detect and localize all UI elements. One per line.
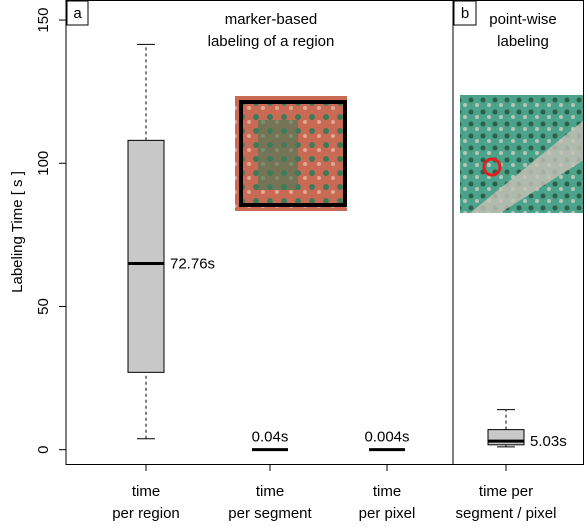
- panel-letter: b: [461, 5, 469, 22]
- box: [127, 139, 165, 373]
- thumbnail-region: [235, 96, 347, 211]
- x-tick-label: time per: [479, 483, 533, 500]
- panel-title: labeling of a region: [208, 33, 335, 50]
- y-axis-label: Labeling Time [ s ]: [9, 171, 26, 293]
- box-label: 0.004s: [364, 429, 409, 446]
- x-tick-label: time: [256, 483, 284, 500]
- box-label: 5.03s: [530, 433, 567, 450]
- panel-title: point-wise: [489, 11, 557, 28]
- panel-frame: [65, 0, 454, 465]
- x-tick-label: time: [373, 483, 401, 500]
- y-tick-label: 100: [35, 151, 52, 176]
- y-tick-label: 50: [35, 298, 52, 315]
- x-tick-label: per segment: [228, 505, 312, 522]
- thumbnail-point: [460, 95, 584, 213]
- y-tick-label: 150: [35, 8, 52, 33]
- box-label: 0.04s: [252, 429, 289, 446]
- panel-title: labeling: [497, 33, 549, 50]
- x-tick-label: per region: [112, 505, 180, 522]
- panel-letter-box: [453, 0, 477, 26]
- x-tick-label: time: [132, 483, 160, 500]
- x-tick-label: segment / pixel: [456, 505, 557, 522]
- panel-letter-box: [66, 0, 89, 26]
- panel-title: marker-based: [225, 11, 318, 28]
- panel-frame: [452, 0, 584, 465]
- box-label: 72.76s: [170, 255, 215, 272]
- x-tick-label: per pixel: [359, 505, 416, 522]
- y-tick-label: 0: [35, 446, 52, 454]
- panel-letter: a: [73, 5, 82, 22]
